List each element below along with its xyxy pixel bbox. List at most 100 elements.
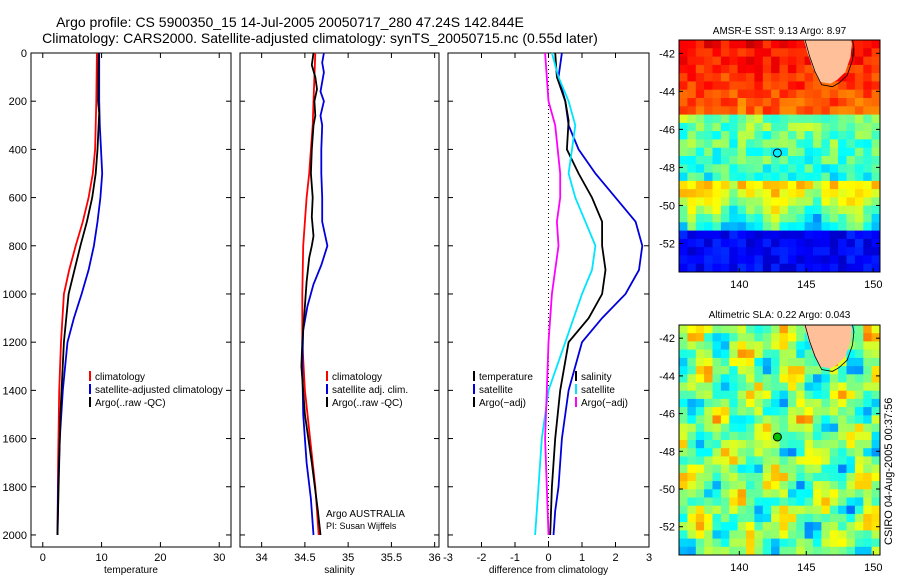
map-cell — [704, 448, 714, 457]
map-cell — [813, 472, 822, 482]
pi-annotation: PI: Susan Wijffels — [326, 521, 397, 531]
map-cell — [712, 114, 722, 124]
x-tick-label: -1 — [510, 552, 520, 564]
map-cell — [729, 197, 739, 207]
map-cell — [871, 398, 880, 408]
map-cell — [846, 172, 856, 182]
map-cell — [720, 106, 730, 116]
map-cell — [754, 366, 764, 375]
map-cell — [704, 89, 714, 99]
map-cell — [712, 164, 722, 174]
map-cell — [746, 505, 755, 515]
map-cell — [712, 423, 722, 433]
map-cell — [729, 538, 739, 548]
map-cell — [679, 366, 688, 375]
map-cell — [704, 407, 714, 416]
salinity-legend-label: satellite adj. clim. — [332, 385, 408, 396]
map-cell — [821, 374, 831, 384]
map-cell — [720, 139, 730, 149]
map-cell — [679, 407, 688, 416]
map-cell — [804, 156, 814, 165]
map-cell — [754, 73, 764, 82]
map-cell — [704, 374, 714, 384]
map-cell — [829, 230, 839, 240]
map-cell — [771, 333, 781, 342]
map-cell — [804, 56, 814, 66]
map-cell — [771, 522, 781, 531]
map-cell — [871, 530, 880, 540]
map-cell — [796, 423, 806, 433]
map-cell — [813, 214, 822, 223]
map-cell — [729, 522, 739, 531]
map-cell — [787, 423, 797, 433]
map-cell — [771, 147, 781, 157]
map-cell — [720, 180, 730, 190]
map-cell — [863, 172, 873, 182]
map-cell — [695, 423, 705, 433]
x-tick-label: 150 — [864, 562, 882, 574]
map-cell — [863, 349, 873, 359]
map-cell — [762, 122, 772, 132]
map-cell — [746, 513, 755, 523]
map-cell — [804, 205, 814, 215]
map-cell — [854, 546, 864, 555]
map-cell — [679, 513, 688, 523]
map-cell — [720, 156, 730, 165]
map-cell — [796, 89, 806, 99]
salinity-legend-label: climatology — [332, 372, 382, 383]
map-cell — [863, 147, 873, 157]
map-cell — [737, 180, 747, 190]
map-cell — [762, 456, 772, 466]
map-cell — [720, 456, 730, 466]
map-cell — [679, 40, 688, 49]
map-cell — [679, 456, 688, 466]
map-cell — [863, 197, 873, 207]
map-cell — [737, 398, 747, 408]
map-cell — [771, 189, 781, 198]
map-cell — [787, 366, 797, 375]
map-cell — [779, 382, 789, 392]
map-cell — [771, 106, 781, 116]
y-tick-label: 0 — [21, 48, 27, 60]
map-cell — [746, 357, 755, 367]
sst-map-panel: AMSR-E SST: 9.13 Argo: 8.97 140 145 150 -42 -… — [659, 26, 882, 291]
map-cell — [687, 263, 697, 272]
map-cell — [746, 472, 755, 482]
map-cell — [712, 214, 722, 223]
map-cell — [863, 122, 873, 132]
map-cell — [771, 139, 781, 149]
map-cell — [796, 407, 806, 416]
map-cell — [729, 341, 739, 351]
map-cell — [771, 489, 781, 499]
map-cell — [838, 398, 848, 408]
map-cell — [863, 164, 873, 174]
map-cell — [854, 48, 864, 58]
map-cell — [787, 431, 797, 441]
map-cell — [754, 131, 764, 140]
map-cell — [704, 415, 714, 425]
map-cell — [846, 431, 856, 441]
map-cell — [771, 122, 781, 132]
map-cell — [854, 505, 864, 515]
map-cell — [762, 205, 772, 215]
map-cell — [804, 448, 814, 457]
map-cell — [779, 546, 789, 555]
map-cell — [762, 415, 772, 425]
map-cell — [712, 180, 722, 190]
map-cell — [762, 530, 772, 540]
map-cell — [796, 131, 806, 140]
map-cell — [854, 139, 864, 149]
map-cell — [829, 472, 839, 482]
map-cell — [729, 73, 739, 82]
map-cell — [846, 349, 856, 359]
map-cell — [695, 131, 705, 140]
map-cell — [838, 366, 848, 375]
map-cell — [754, 341, 764, 351]
map-cell — [796, 64, 806, 74]
map-cell — [720, 415, 730, 425]
map-cell — [829, 538, 839, 548]
map-cell — [787, 472, 797, 482]
map-cell — [863, 48, 873, 58]
map-cell — [863, 374, 873, 384]
map-cell — [737, 366, 747, 375]
